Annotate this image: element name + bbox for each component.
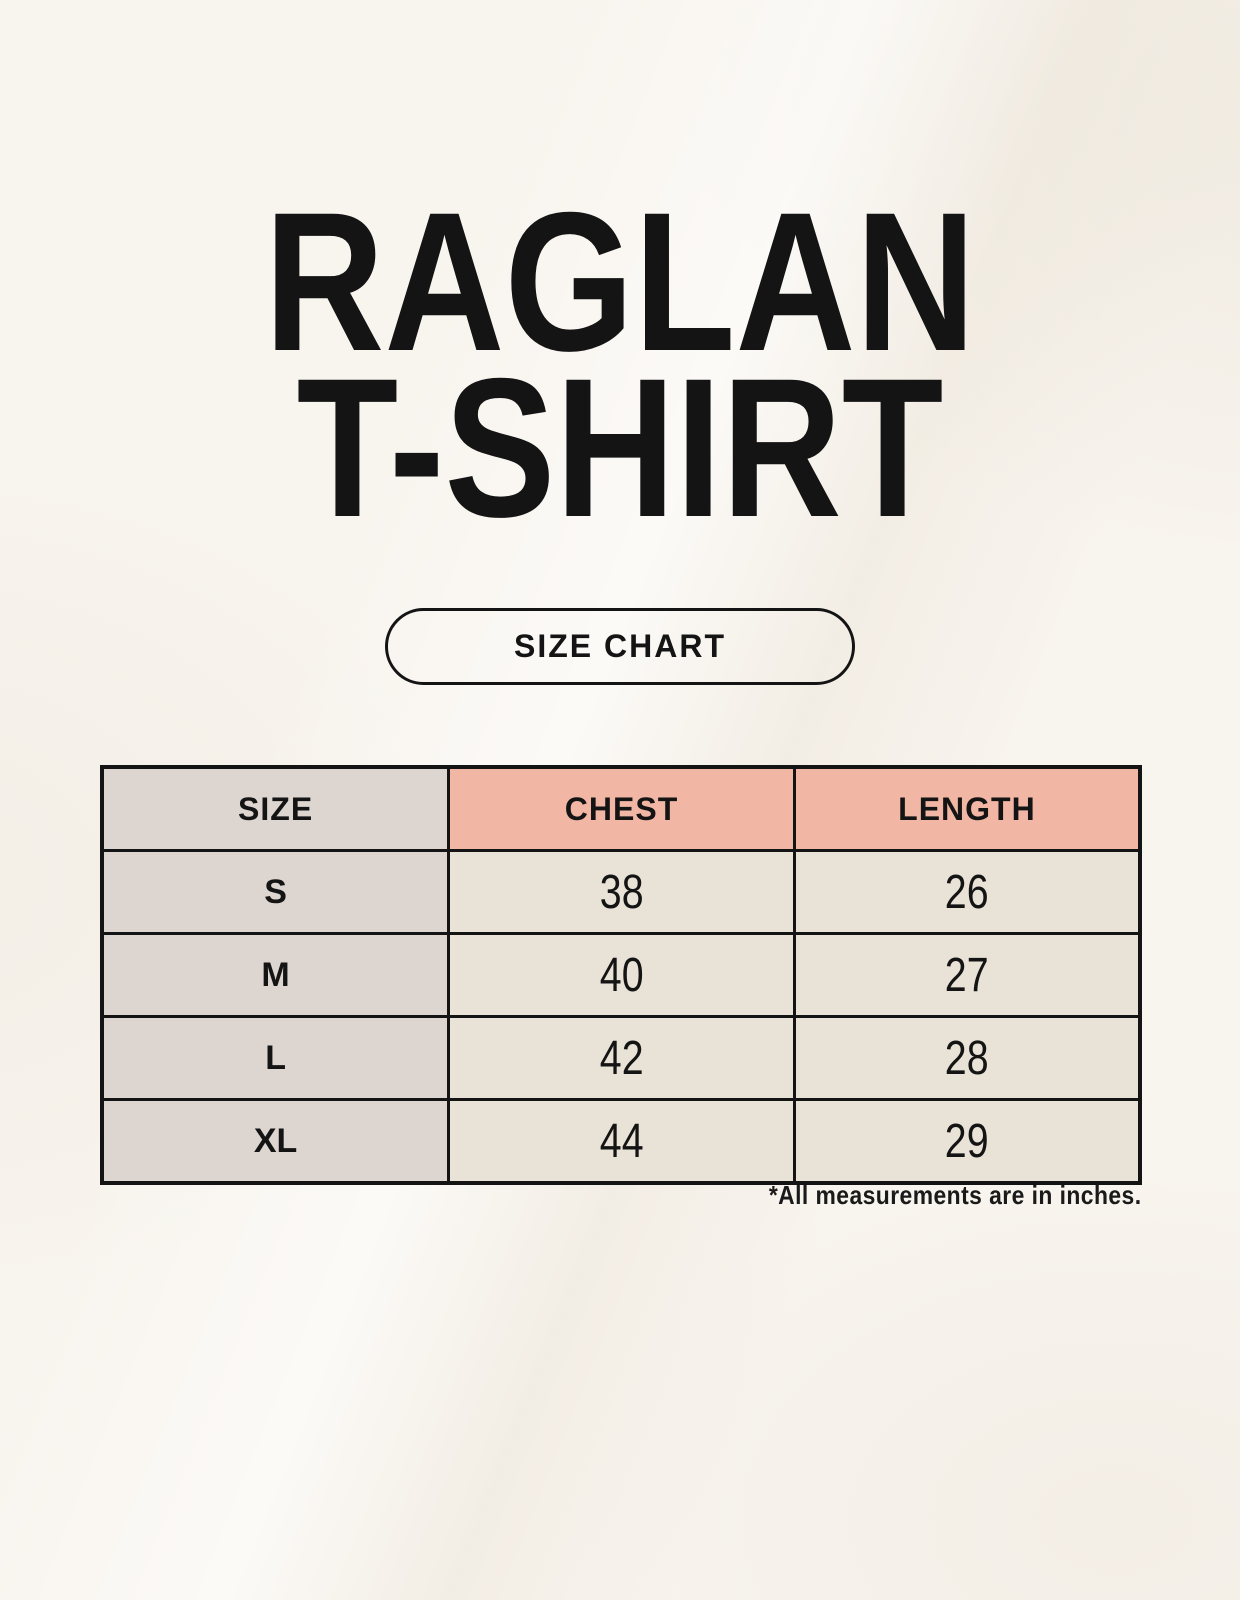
cell-chest: 42	[447, 1015, 796, 1101]
measurements-note: *All measurements are in inches.	[769, 1180, 1142, 1210]
table-row: XL 44 29	[100, 1098, 1142, 1185]
cell-length: 26	[792, 849, 1142, 935]
cell-chest-value: 40	[599, 948, 644, 1002]
size-chart-button-label: SIZE CHART	[514, 628, 726, 664]
product-title: RAGLAN T-SHIRT	[0, 171, 1240, 559]
cell-length-value: 27	[945, 948, 989, 1002]
cell-size: M	[100, 932, 451, 1018]
product-title-line1: RAGLAN	[264, 171, 976, 392]
size-chart-button[interactable]: SIZE CHART	[385, 608, 855, 685]
cell-chest: 40	[447, 932, 796, 1018]
cell-length-value: 26	[945, 865, 989, 919]
size-chart-table: SIZE CHEST LENGTH S 38 26 M 40 27 L 42 2…	[100, 765, 1142, 1185]
column-header-chest: CHEST	[447, 765, 796, 852]
cell-chest: 44	[447, 1098, 796, 1185]
cell-size: S	[100, 849, 451, 935]
cell-size: L	[100, 1015, 451, 1101]
table-header-row: SIZE CHEST LENGTH	[100, 765, 1142, 852]
cell-chest-value: 44	[599, 1114, 644, 1168]
cell-length: 28	[792, 1015, 1142, 1101]
cell-size: XL	[100, 1098, 451, 1185]
column-header-size: SIZE	[100, 765, 451, 852]
product-title-line2: T-SHIRT	[296, 337, 944, 559]
cell-chest-value: 38	[599, 865, 644, 919]
table-row: M 40 27	[100, 932, 1142, 1018]
cell-length-value: 28	[945, 1031, 989, 1085]
cell-chest: 38	[447, 849, 796, 935]
cell-chest-value: 42	[599, 1031, 644, 1085]
column-header-length: LENGTH	[792, 765, 1142, 852]
cell-length: 27	[792, 932, 1142, 1018]
table-row: L 42 28	[100, 1015, 1142, 1101]
table-row: S 38 26	[100, 849, 1142, 935]
cell-length-value: 29	[945, 1114, 989, 1168]
cell-length: 29	[792, 1098, 1142, 1185]
